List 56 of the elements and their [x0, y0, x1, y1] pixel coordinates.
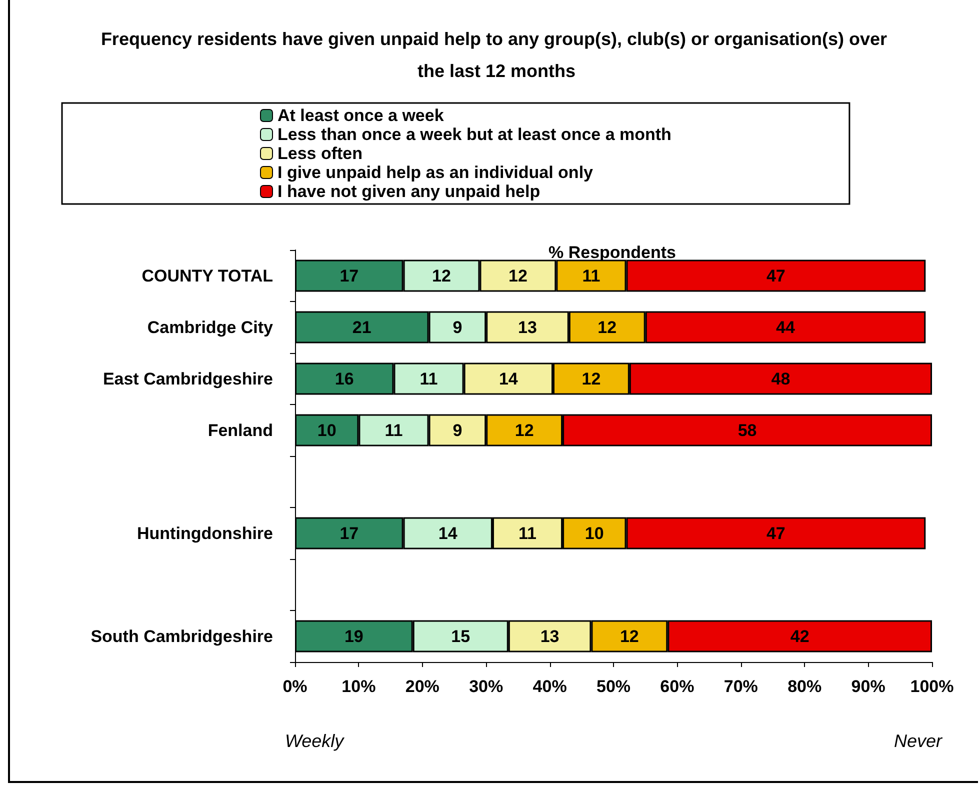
x-tick-label: 20%: [405, 677, 440, 696]
data-label: 47: [766, 266, 786, 286]
data-label: 9: [452, 420, 462, 440]
y-tick-label: COUNTY TOTAL: [142, 266, 273, 286]
data-label: 44: [776, 318, 796, 337]
data-label: 10: [584, 524, 604, 543]
data-label: 17: [340, 266, 359, 286]
data-label: 47: [766, 524, 786, 543]
y-tick-label: Huntingdonshire: [137, 524, 273, 543]
data-label: 12: [432, 266, 451, 286]
legend-label: Less often: [278, 144, 363, 163]
data-label: 13: [518, 318, 537, 337]
data-label: 58: [738, 420, 757, 440]
data-label: 13: [540, 626, 560, 646]
y-tick-label: South Cambridgeshire: [90, 626, 273, 646]
chart-title: Frequency residents have given unpaid help to any group(s), club(s) or organisation(s) over the last 12 months: [100, 29, 888, 81]
data-label: 15: [451, 626, 470, 646]
y-tick-label: Cambridge City: [147, 318, 274, 337]
text: Weekly: [285, 731, 345, 751]
x-tick-label: 90%: [851, 677, 886, 696]
x-axis-title: % Respondents: [548, 243, 676, 262]
y-tick-label: East Cambridgeshire: [102, 369, 273, 388]
data-label: 42: [790, 626, 810, 646]
data-label: 21: [352, 318, 372, 337]
x-tick-label: 40%: [532, 677, 567, 696]
data-label: 11: [384, 420, 403, 440]
data-label: 10: [317, 420, 336, 440]
legend-label: At least once a week: [278, 106, 444, 125]
data-label: 12: [582, 369, 601, 388]
legend-label: I give unpaid help as an individual only: [278, 163, 594, 182]
data-label: 19: [344, 626, 364, 646]
legend-label: I have not given any unpaid help: [278, 182, 540, 201]
data-label: 16: [334, 369, 354, 388]
x-tick-label: 80%: [788, 677, 822, 696]
data-label: 11: [582, 266, 600, 286]
x-tick-label: 30%: [469, 677, 504, 696]
data-label: 11: [420, 369, 438, 388]
x-tick-label: 100%: [910, 677, 954, 696]
data-label: 9: [452, 318, 462, 337]
data-label: 14: [498, 369, 518, 388]
data-label: 12: [514, 420, 534, 440]
data-label: 12: [598, 318, 617, 337]
data-label: 12: [508, 266, 528, 286]
data-label: 48: [771, 369, 790, 388]
text: Never: [894, 731, 944, 751]
data-label: 14: [438, 524, 458, 543]
x-tick-label: 10%: [342, 677, 376, 696]
data-label: 17: [340, 524, 359, 543]
y-tick-label: Fenland: [208, 420, 273, 440]
x-tick-label: 50%: [596, 677, 631, 696]
x-tick-label: 70%: [724, 677, 758, 696]
x-tick-label: 60%: [660, 677, 694, 696]
data-label: 12: [620, 626, 639, 646]
x-tick-label: 0%: [282, 677, 308, 696]
data-label: 11: [518, 524, 536, 543]
legend-label: Less than once a week but at least once a month: [278, 125, 672, 144]
